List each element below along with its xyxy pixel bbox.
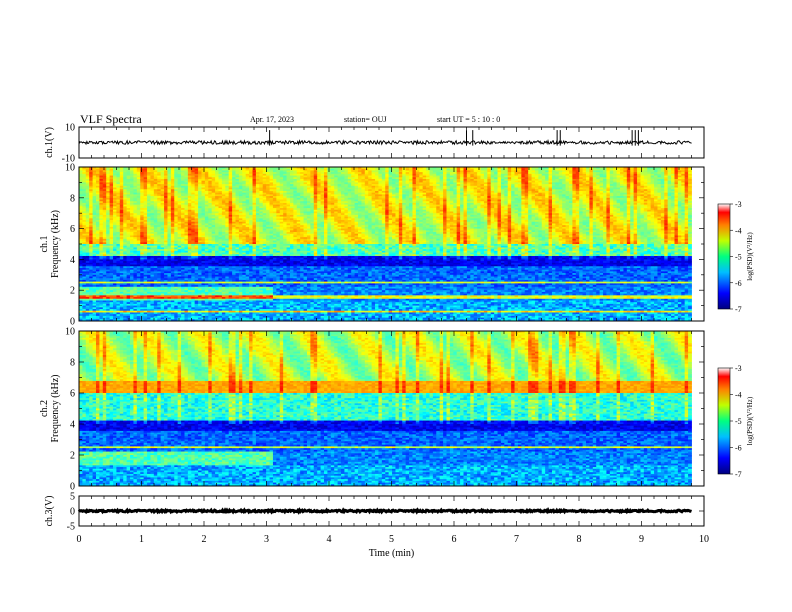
- y-tick-label: 5: [70, 492, 75, 503]
- y-axis-label: ch.1: [39, 236, 50, 253]
- x-tick-label: 7: [514, 534, 519, 545]
- y-tick-label: 4: [70, 420, 75, 431]
- colorbar-label: log(PSD)(V²/Hz): [746, 232, 754, 281]
- x-tick-label: 3: [264, 534, 269, 545]
- spectrogram-ch2: [79, 331, 704, 486]
- x-tick-label: 10: [699, 534, 709, 545]
- y-axis-label: ch.1(V): [44, 127, 55, 158]
- y-tick-label: 0: [70, 507, 75, 518]
- y-tick-label: 8: [70, 358, 75, 369]
- x-tick-label: 5: [389, 534, 394, 545]
- spectrogram-ch1: [79, 167, 704, 321]
- y-tick-label: 4: [70, 255, 75, 266]
- y-tick-label: 8: [70, 193, 75, 204]
- y-tick-label: 10: [65, 163, 75, 174]
- colorbar-tick-label: -6: [735, 444, 742, 453]
- colorbar-gradient: [718, 204, 730, 309]
- x-axis-label: Time (min): [369, 548, 414, 559]
- colorbar-tick-label: -5: [735, 253, 742, 262]
- colorbar-tick-label: -5: [735, 417, 742, 426]
- colorbar: -3 -4 -5 -6 -7 log(PSD)(V²/Hz): [718, 364, 754, 479]
- colorbar-tick-label: -4: [735, 391, 742, 400]
- x-tick-label: 6: [452, 534, 457, 545]
- y-axis-label: Frequency (kHz): [50, 374, 61, 442]
- y-tick-label: 6: [70, 389, 75, 400]
- waveform-trace-ch1: [79, 141, 692, 144]
- x-tick-label: 9: [639, 534, 644, 545]
- x-tick-label: 8: [577, 534, 582, 545]
- colorbar-tick-label: -3: [735, 364, 742, 373]
- y-axis-label: Frequency (kHz): [50, 210, 61, 278]
- colorbar-tick-label: -3: [735, 200, 742, 209]
- colorbar-gradient: [718, 368, 730, 474]
- y-axis-label: ch.3(V): [44, 496, 55, 527]
- y-tick-label: 10: [65, 123, 75, 134]
- colorbar-tick-label: -7: [735, 470, 742, 479]
- colorbar-label: log(PSD)(V²/Hz): [746, 396, 754, 445]
- x-tick-label: 1: [139, 534, 144, 545]
- y-tick-label: 2: [70, 451, 75, 462]
- y-tick-label: 2: [70, 286, 75, 297]
- y-axis-label: ch.2: [39, 400, 50, 417]
- colorbar: -3 -4 -5 -6 -7 log(PSD)(V²/Hz): [718, 200, 754, 314]
- waveform-trace-ch3: [79, 510, 692, 512]
- x-tick-label: 4: [327, 534, 332, 545]
- y-tick-label: 10: [65, 327, 75, 338]
- colorbar-tick-label: -6: [735, 279, 742, 288]
- y-tick-label: -5: [67, 522, 75, 533]
- x-tick-label: 0: [77, 534, 82, 545]
- colorbar-tick-label: -4: [735, 226, 742, 235]
- x-tick-label: 2: [202, 534, 207, 545]
- y-tick-label: 6: [70, 224, 75, 235]
- colorbar-tick-label: -7: [735, 305, 742, 314]
